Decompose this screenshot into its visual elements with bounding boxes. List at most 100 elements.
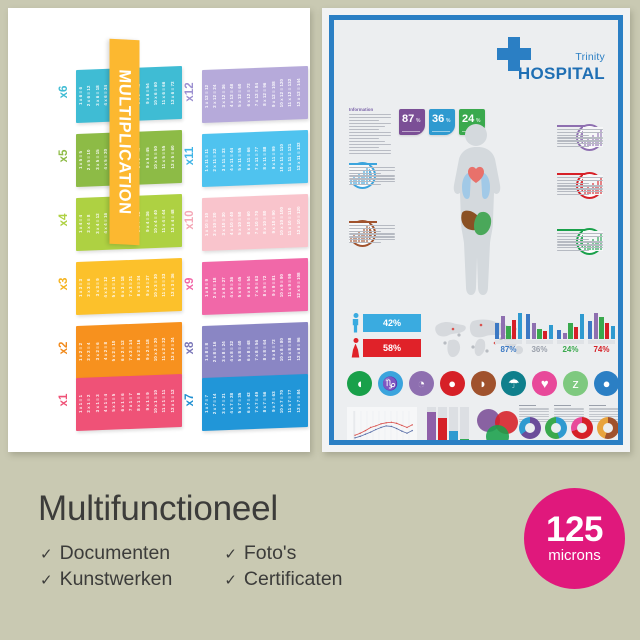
heart-icon[interactable]: ● xyxy=(439,371,465,396)
organ-icon-row: ◖ ♑ ◔ ● ◗ ☂ ♥ z ● xyxy=(347,371,618,396)
bar-statistics-group: 87% 36% 24% 74% xyxy=(495,313,616,354)
bar-stat: 74% xyxy=(588,313,616,354)
bar-stat: 36% xyxy=(526,313,554,354)
bar-stat-bars xyxy=(526,313,554,339)
human-body-figure xyxy=(432,121,520,317)
medical-cross-icon xyxy=(497,37,531,71)
hospital-content: Trinity HOSPITAL Information 87% 36% 24% xyxy=(337,23,618,440)
feature-item: ✓ Kunstwerken xyxy=(40,568,172,591)
callout-text xyxy=(349,163,395,186)
hospital-logo-main: HOSPITAL xyxy=(517,64,605,83)
hospital-infographic-poster[interactable]: Trinity HOSPITAL Information 87% 36% 24% xyxy=(322,8,630,452)
bar-stat-baseline xyxy=(557,340,584,344)
tooth-icon[interactable]: ☂ xyxy=(501,371,527,396)
multiplication-cell: 12 x 12 = 144 xyxy=(295,78,301,108)
multiplication-cell: 12 x 2 = 24 xyxy=(169,337,175,361)
donut-chart xyxy=(519,417,541,439)
feature-label: Certificaten xyxy=(243,568,343,590)
multiplication-cell: 12 x 3 = 36 xyxy=(169,273,175,297)
line-chart xyxy=(347,407,417,440)
multiplication-cell: 12 x 9 = 108 xyxy=(295,271,301,298)
mini-bar xyxy=(460,407,469,440)
info-block-title: Information xyxy=(349,107,374,112)
lungs-icon[interactable]: ♑ xyxy=(377,371,403,396)
multiplication-cell: 12 x 4 = 48 xyxy=(169,209,175,233)
multiplication-table-x12[interactable]: x12 1 x 12 = 12 2 x 12 = 24 3 x 12 = 36 4 x … xyxy=(184,65,308,124)
bar-stat-baseline xyxy=(526,340,553,344)
multiplication-table-label: x8 xyxy=(184,341,196,355)
hospital-frame: Trinity HOSPITAL Information 87% 36% 24% xyxy=(329,15,623,445)
heart-love-icon[interactable]: ♥ xyxy=(532,371,558,396)
multiplication-cell: 12 x 10 = 120 xyxy=(295,206,301,236)
mini-bar xyxy=(438,407,447,440)
percent-badge-suffix: % xyxy=(476,118,481,124)
percent-badge-rule xyxy=(432,130,450,132)
feature-column-left: ✓ Documenten ✓ Kunstwerken xyxy=(40,542,172,591)
callout-text xyxy=(557,229,603,252)
mini-bar xyxy=(427,407,436,440)
apple-icon[interactable]: ● xyxy=(594,371,618,396)
callout-lungs[interactable] xyxy=(349,161,395,189)
multiplication-cell: 12 x 1 = 12 xyxy=(169,389,175,413)
feature-label: Kunstwerken xyxy=(59,568,173,590)
percent-badge-suffix: % xyxy=(416,118,421,124)
feature-item: ✓ Documenten xyxy=(40,542,172,565)
bar-stat: 87% xyxy=(495,313,523,354)
stomach-icon[interactable]: ◖ xyxy=(347,371,372,396)
percent-badge-group: 87% 36% 24% xyxy=(399,109,485,135)
callout-brain[interactable] xyxy=(557,123,603,151)
mini-bar-chart xyxy=(427,407,469,440)
world-map xyxy=(429,313,537,363)
multiplication-table-x11[interactable]: x11 1 x 11 = 11 2 x 11 = 22 3 x 11 = 33 4 x … xyxy=(184,129,308,188)
multiplication-column-right: x12 1 x 12 = 12 2 x 12 = 24 3 x 12 = 36 4 x … xyxy=(184,8,308,452)
bottom-band: Multifunctioneel ✓ Documenten ✓ Kunstwerken… xyxy=(0,462,640,640)
callout-heart[interactable] xyxy=(557,171,603,199)
callout-text xyxy=(557,125,603,148)
bar-stat-percent: 24% xyxy=(562,345,579,354)
multiplication-table-label: x9 xyxy=(184,277,196,291)
liver-icon[interactable]: ◗ xyxy=(470,371,496,396)
percent-badge-suffix: % xyxy=(446,118,451,124)
brain-icon[interactable]: ◔ xyxy=(408,371,434,396)
line-chart-svg xyxy=(347,407,417,440)
callout-liver[interactable] xyxy=(349,219,395,247)
bar-stat-baseline xyxy=(495,340,522,344)
feature-label: Documenten xyxy=(59,542,171,564)
donut-chart xyxy=(571,417,593,439)
text-column xyxy=(554,405,584,424)
bottom-charts-row xyxy=(347,405,618,440)
percent-badge-value: 24 xyxy=(462,113,475,125)
microns-number: 125 xyxy=(546,509,603,549)
microns-unit: microns xyxy=(548,547,601,565)
bar-stat: 24% xyxy=(557,313,585,354)
check-icon: ✓ xyxy=(224,572,237,589)
multiplication-table-body: 1 x 11 = 11 2 x 11 = 22 3 x 11 = 33 4 x 11 … xyxy=(202,129,308,188)
gender-statistics: 42% 58% xyxy=(351,313,421,363)
feature-item: ✓ Foto's xyxy=(224,542,342,565)
feature-column-right: ✓ Foto's ✓ Certificaten xyxy=(224,542,342,591)
multiplication-cell: 12 x 11 = 132 xyxy=(295,142,301,171)
feature-label: Foto's xyxy=(243,542,297,564)
female-icon xyxy=(351,338,360,358)
venn-diagram xyxy=(477,409,521,440)
multiplication-banner-label: MULTIPLICATION xyxy=(115,68,134,216)
multiplication-cell: 12 x 5 = 60 xyxy=(169,145,175,169)
multiplication-table-label: x10 xyxy=(184,210,196,230)
gender-stat-row: 58% xyxy=(351,338,421,358)
multiplication-table-x10[interactable]: x10 1 x 10 = 10 2 x 10 = 20 3 x 10 = 30 4 x … xyxy=(184,193,308,252)
multiplication-table-label: x7 xyxy=(184,393,196,407)
percent-badge-value: 36 xyxy=(432,113,445,125)
sleep-icon[interactable]: z xyxy=(563,371,589,396)
callout-stomach[interactable] xyxy=(557,227,603,255)
